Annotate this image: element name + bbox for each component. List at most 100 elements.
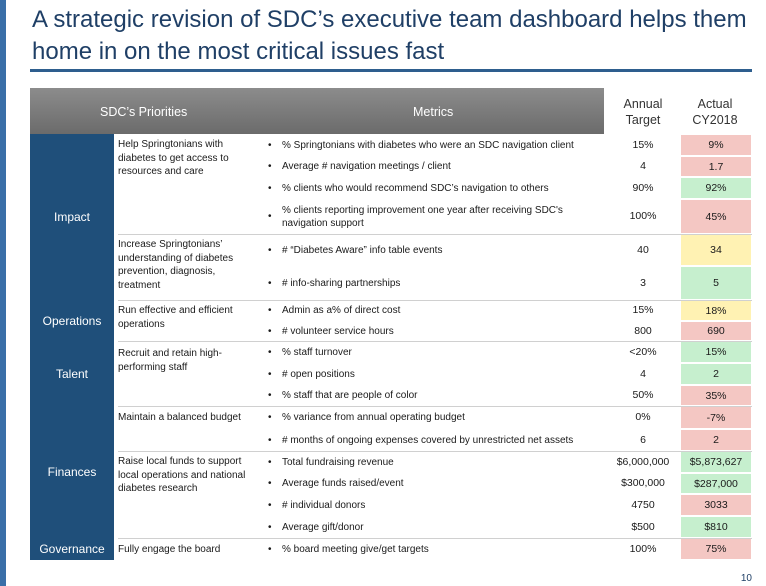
actual-value: 35% [681,386,751,405]
bullet-icon: • [268,325,272,337]
annual-target-value: 800 [634,325,652,337]
header-dark-band: SDC’s Priorities Metrics [30,88,604,134]
priority-finances: Finances [30,406,114,538]
metric-text: Total fundraising revenue [282,456,394,468]
bullet-icon: • [268,390,272,401]
annual-target-value: 90% [632,182,654,194]
bullet-icon: • [268,211,272,222]
actual-value: 3033 [681,495,751,515]
annual-target-value: $6,000,000 [616,456,670,468]
metric-label: • % board meeting give/get targets [268,538,608,560]
actual-value: 18% [681,301,751,320]
actual-value: 2 [681,430,751,450]
bullet-icon: • [268,244,272,256]
divider [118,300,752,301]
annual-target-value: 0% [635,411,651,423]
annual-target-value: 100% [629,543,657,555]
actual-value: 1.7 [681,157,751,176]
divider [118,234,752,235]
goal-fundraising: Raise local funds to support local opera… [118,456,246,494]
bullet-icon: • [268,412,272,423]
metric-label: • Average # navigation meetings / client [268,156,608,177]
page-number: 10 [740,573,752,584]
priority-operations: Operations [30,300,114,341]
metric-text: % board meeting give/get targets [282,543,429,555]
annual-target-value: 50% [632,389,654,401]
left-accent-bar [0,0,6,586]
actual-value: 45% [681,200,751,233]
metric-text: # months of ongoing expenses covered by … [282,434,574,446]
actual-value: 15% [681,342,751,362]
divider [118,341,752,342]
metric-text: % clients reporting improvement one year… [282,204,563,229]
metric-label: • # info-sharing partnerships [268,266,608,300]
metric-text: Average # navigation meetings / client [282,161,451,172]
title-divider [30,69,752,72]
metric-text: # individual donors [282,499,366,511]
annual-target-value: 40 [637,244,649,256]
bullet-icon: • [268,277,272,289]
priority-talent: Talent [30,341,114,406]
goal-budget: Maintain a balanced budget [118,412,241,423]
table-header: SDC’s Priorities Metrics Annual Target A… [30,88,752,134]
actual-value: $5,873,627 [681,452,751,472]
priority-impact: Impact [30,134,114,300]
actual-value: 5 [681,267,751,299]
header-metrics: Metrics [413,105,454,119]
metric-text: # info-sharing partnerships [282,277,401,289]
metric-label: • Total fundraising revenue [268,451,608,473]
bullet-icon: • [268,521,272,533]
metric-label: • % staff that are people of color [268,385,608,406]
bullet-icon: • [268,456,272,468]
annual-target-value: 100% [629,210,657,222]
bullet-icon: • [268,368,272,380]
actual-value: 92% [681,178,751,198]
actual-value: -7% [681,407,751,428]
annual-target-value: 15% [632,304,654,316]
metric-label: • # “Diabetes Aware” info table events [268,234,608,266]
bullet-icon: • [268,346,272,358]
goal-operations: Run effective and efficient operations [118,305,233,330]
bullet-icon: • [268,434,272,446]
page-title: A strategic revision of SDC’s executive … [32,6,747,65]
actual-value: $287,000 [681,474,751,493]
annual-target-value: $500 [631,521,655,533]
divider [118,406,752,407]
metric-text: % variance from annual operating budget [282,412,465,423]
metric-label: • Average funds raised/event [268,473,608,494]
divider [118,451,752,452]
metric-text: % clients who would recommend SDC’s navi… [282,182,549,194]
bullet-icon: • [268,478,272,489]
metric-label: • # months of ongoing expenses covered by… [268,429,608,451]
metric-label: • # individual donors [268,494,608,516]
header-light-band: Annual Target Actual CY2018 [604,88,752,134]
actual-value: 75% [681,539,751,559]
annual-target-value: 6 [640,434,646,446]
annual-target-value: $300,000 [621,477,665,489]
metric-label: • Average gift/donor [268,516,608,538]
bullet-icon: • [268,499,272,511]
actual-value: 34 [681,235,751,265]
header-annual-target: Annual Target [623,97,663,127]
bullet-icon: • [268,182,272,194]
header-actual: Actual CY2018 [692,97,738,127]
goal-staff: Recruit and retain high-performing staff [118,348,222,373]
goal-understanding: Increase Springtonians’ understanding of… [118,239,234,291]
bullet-icon: • [268,161,272,172]
metric-text: Average gift/donor [282,521,364,533]
metric-text: Admin as a% of direct cost [282,305,401,316]
metric-text: # “Diabetes Aware” info table events [282,244,443,256]
actual-value: 9% [681,135,751,155]
metric-text: % staff turnover [282,346,352,358]
metric-label: • % variance from annual operating budget [268,406,608,429]
annual-target-value: <20% [629,346,657,358]
goal-access-care: Help Springtonians with diabetes to get … [118,139,229,177]
actual-value: $810 [681,517,751,537]
metric-text: # open positions [282,368,355,380]
bullet-icon: • [268,139,272,151]
metric-label: • Admin as a% of direct cost [268,300,608,321]
metric-text: Average funds raised/event [282,478,404,489]
metric-label: • % clients who would recommend SDC’s nav… [268,177,608,199]
annual-target-value: 4 [640,368,646,380]
annual-target-value: 15% [632,139,654,151]
